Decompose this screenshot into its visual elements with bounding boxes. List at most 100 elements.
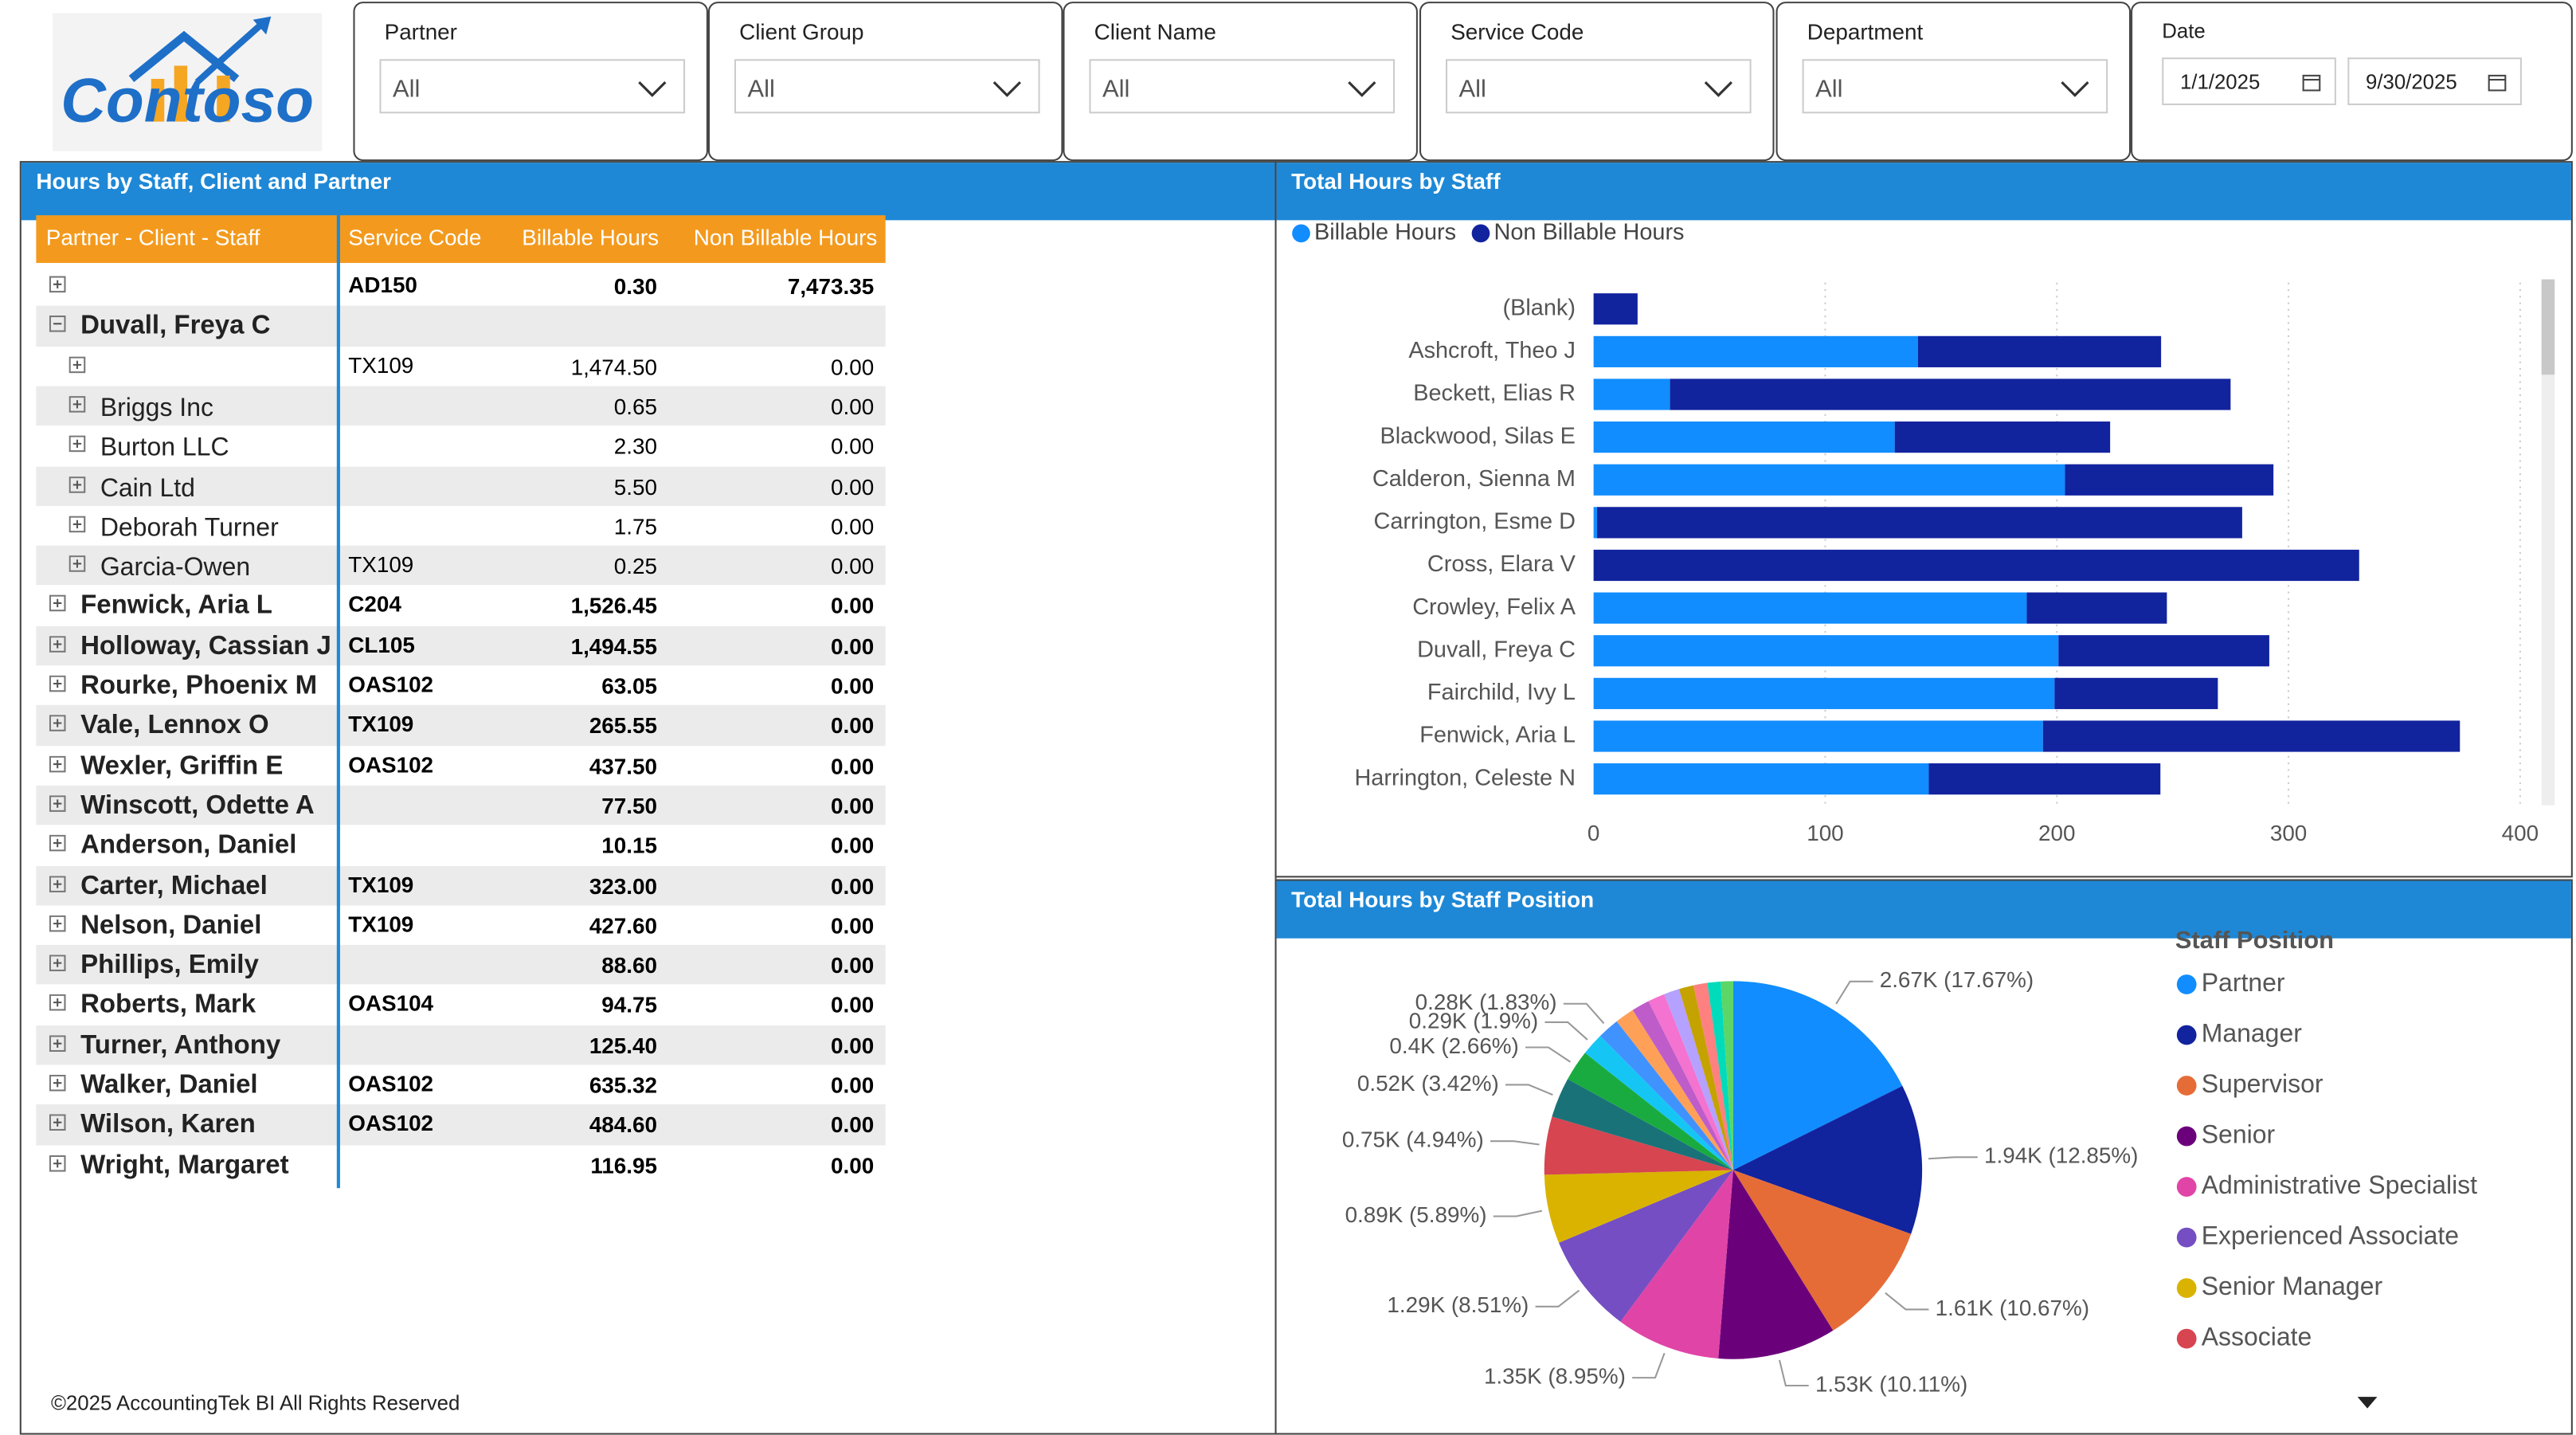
x-tick-label: 0 [1587,821,1599,845]
legend-marker [2176,1227,2197,1248]
data-label: 2.67K (17.67%) [1880,967,2034,992]
date-label: Date [2162,19,2206,43]
service-code: TX109 [348,352,414,378]
column-header: Billable Hours [522,225,660,250]
bar-segment [1596,507,2242,539]
expand-icon[interactable] [49,1114,68,1133]
billable-hours: 0.30 [613,274,657,300]
panel-title: Total Hours by Staff Position [1276,880,2571,939]
y-tick-label: Crowley, Felix A [1412,594,1576,620]
leader-line [1544,1021,1588,1041]
non-billable-hours: 0.00 [831,474,875,499]
expand-icon[interactable] [49,675,68,694]
billable-hours: 323.00 [589,873,657,899]
filter-dropdown[interactable]: All [1089,59,1396,114]
expand-icon[interactable] [49,955,68,974]
column-header: Partner - Client - Staff [45,225,260,250]
expand-icon[interactable] [49,915,68,933]
table-row: Walker, Daniel OAS102 635.32 0.00 [36,1064,886,1105]
date-card: Date 1/1/2025 9/30/2025 [2131,2,2573,162]
expand-icon[interactable] [49,1034,68,1053]
logo-box: Contoso [53,13,323,151]
pie-slice [1620,1170,1733,1359]
pie-slice [1558,1170,1733,1322]
expand-icon[interactable] [49,875,68,893]
expand-icon[interactable] [49,755,68,774]
expand-icon[interactable] [69,355,88,374]
expand-icon[interactable] [49,835,68,853]
row-label: Turner, Anthony [80,1031,281,1060]
non-billable-hours: 0.00 [831,394,875,419]
filter-dropdown[interactable]: All [379,59,686,114]
expand-icon[interactable] [49,1074,68,1093]
filter-dropdown[interactable]: All [1446,59,1752,114]
icon-box [49,795,66,812]
filter-label: Service Code [1450,19,1584,45]
chevron-line [638,81,667,97]
expand-icon[interactable] [49,715,68,734]
bar-segment [1593,677,2055,709]
table-header: Partner - Client - Staff Service Code Bill… [36,215,886,263]
row-label: Roberts, Mark [80,991,256,1020]
chevron [992,81,1021,97]
non-billable-hours: 0.00 [831,873,875,899]
filter-dropdown[interactable]: All [734,59,1040,114]
table-row: Rourke, Phoenix M OAS102 63.05 0.00 [36,665,886,706]
date-input[interactable]: 9/30/2025 [2347,57,2522,105]
table-row: Duvall, Freya C [36,306,886,347]
expand-icon[interactable] [49,635,68,654]
expand-icon[interactable] [69,476,88,494]
pie-slice [1648,994,1733,1170]
collapse-icon[interactable] [49,316,68,335]
table-row: Cain Ltd 5.50 0.00 [36,465,886,506]
legend-label: Senior Manager [2202,1272,2383,1300]
expand-icon[interactable] [49,276,68,295]
table-row: AD150 0.30 7,473.35 [36,266,886,307]
logo: Contoso [61,16,314,135]
billable-hours: 437.50 [589,753,657,778]
expand-icon[interactable] [69,555,88,574]
row-label: Burton LLC [100,433,229,462]
date-input[interactable]: 1/1/2025 [2162,57,2336,105]
expand-icon[interactable] [69,435,88,454]
non-billable-hours: 7,473.35 [787,274,875,300]
row-label: Duvall, Freya C [80,312,271,341]
billable-hours: 427.60 [589,913,657,939]
expand-icon[interactable] [69,516,88,534]
filter-value: All [1458,75,1486,104]
pie-slice [1693,982,1733,1170]
service-code: OAS102 [348,672,434,697]
filter-dropdown[interactable]: All [1802,59,2108,114]
legend-label: Manager [2202,1018,2302,1047]
expand-icon[interactable] [49,795,68,814]
billable-hours: 1,526.45 [570,594,657,619]
y-tick-label: Carrington, Esme D [1374,509,1576,535]
pie-slice [1721,981,1733,1170]
bar-segment [1593,421,1895,453]
expand-icon[interactable] [69,395,88,414]
y-tick-label: Fenwick, Aria L [1419,723,1576,748]
x-tick-label: 200 [2038,821,2075,845]
panel-title: Hours by Staff, Client and Partner [21,163,1275,221]
legend-scroll-arrow[interactable] [2357,1397,2378,1409]
icon-box [49,915,66,932]
leader-line [1563,1002,1605,1025]
service-code: CL105 [348,632,415,657]
data-label: 1.61K (10.67%) [1936,1296,2089,1320]
legend-label: Experienced Associate [2202,1221,2459,1250]
expand-icon[interactable] [49,595,68,614]
table-panel: Hours by Staff, Client and Partner Partn… [19,161,1277,1435]
non-billable-hours: 0.00 [831,793,875,818]
y-tick-label: Ashcroft, Theo J [1408,338,1576,363]
expand-icon[interactable] [49,1155,68,1173]
row-label: Rourke, Phoenix M [80,672,318,700]
scrollbar-thumb[interactable] [2541,279,2555,375]
data-label: 1.29K (8.51%) [1387,1292,1529,1317]
table-row: Carter, Michael TX109 323.00 0.00 [36,865,886,906]
leader-line [1535,1289,1580,1308]
expand-icon[interactable] [49,994,68,1014]
filter-label: Client Group [739,19,864,45]
icon-box [49,1034,66,1052]
scrollbar-track [2541,279,2555,806]
